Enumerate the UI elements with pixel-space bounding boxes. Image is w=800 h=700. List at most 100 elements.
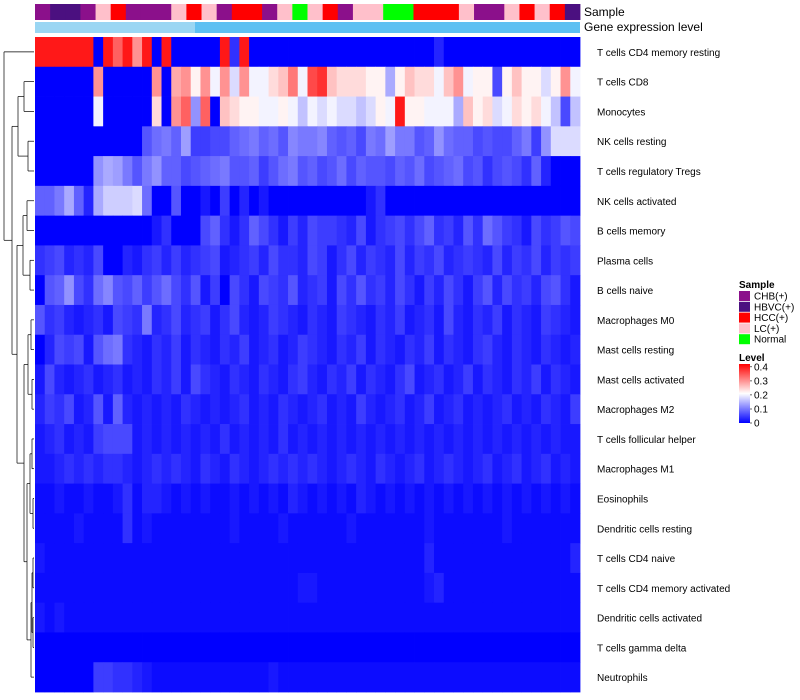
heatmap-cell (180, 304, 192, 336)
heatmap-cell (424, 364, 435, 395)
heatmap-cell (278, 215, 289, 246)
heatmap-cell (385, 156, 396, 187)
heatmap-cell (249, 275, 260, 306)
heatmap-cell (502, 156, 513, 187)
sample-annotation-cell (277, 4, 293, 20)
heatmap-cell (434, 424, 445, 455)
heatmap-cell (492, 483, 503, 514)
heatmap-cell (560, 424, 571, 455)
heatmap-cell (502, 275, 513, 306)
heatmap-cell (443, 126, 454, 157)
heatmap-cell (258, 513, 269, 544)
heatmap-cell (560, 513, 571, 544)
heatmap-cell (346, 156, 357, 187)
heatmap-cell (64, 394, 75, 425)
heatmap-cell (395, 394, 406, 425)
heatmap-cell (492, 334, 503, 365)
heatmap-cell (103, 483, 114, 514)
heatmap-cell (463, 453, 474, 484)
heatmap-cell (83, 275, 94, 306)
heatmap-cell (550, 483, 561, 514)
heatmap-cell (190, 304, 201, 336)
sample-annotation-cell (383, 4, 399, 20)
heatmap-cell (44, 572, 55, 604)
heatmap-cell (434, 215, 445, 246)
heatmap-cell (54, 96, 65, 127)
heatmap-cell (531, 304, 542, 336)
heatmap-cell (404, 215, 415, 246)
heatmap-cell (326, 632, 338, 663)
heatmap-cell (142, 453, 153, 484)
sample-annotation-cell (140, 4, 157, 20)
row-label: T cells follicular helper (597, 435, 696, 446)
heatmap-cell (336, 37, 347, 68)
heatmap-cell (122, 245, 133, 276)
heatmap-cell (521, 66, 532, 97)
heatmap-cell (122, 424, 133, 455)
heatmap-cell (161, 126, 172, 157)
level-legend-tick-label: 0.4 (754, 362, 768, 373)
heatmap-cell (44, 602, 55, 633)
heatmap-cell (356, 215, 367, 246)
heatmap-cell (151, 602, 162, 633)
heatmap-cell (122, 394, 133, 425)
heatmap-cell (278, 156, 289, 187)
heatmap-cell (443, 662, 454, 693)
heatmap-cell (346, 424, 357, 455)
heatmap-cell (511, 453, 523, 484)
heatmap-cell (395, 275, 406, 306)
heatmap-cell (210, 662, 221, 693)
gene-level-annotation-cell (195, 22, 580, 33)
heatmap-cell (122, 96, 133, 127)
heatmap-cell (434, 96, 445, 127)
heatmap-cell (151, 632, 162, 663)
heatmap-cell (122, 364, 133, 395)
heatmap-cell (346, 364, 357, 395)
heatmap-cell (511, 483, 523, 514)
heatmap-cell (307, 66, 318, 97)
row-label: NK cells resting (597, 137, 666, 148)
heatmap-cell (521, 37, 532, 68)
heatmap-cell (414, 483, 425, 514)
heatmap-cell (511, 543, 523, 574)
heatmap-cell (414, 334, 425, 365)
heatmap-cell (531, 483, 542, 514)
heatmap-cell (336, 602, 347, 633)
heatmap-cell (268, 126, 279, 157)
heatmap-cell (385, 364, 396, 395)
heatmap-cell (151, 245, 162, 276)
heatmap-cell (122, 572, 133, 604)
heatmap-cell (375, 66, 386, 97)
heatmap-cell (288, 126, 299, 157)
heatmap-cell (511, 334, 523, 365)
heatmap-cell (44, 364, 55, 395)
sample-legend-label: HCC(+) (754, 313, 788, 324)
heatmap-cell (434, 156, 445, 187)
heatmap-cell (385, 334, 396, 365)
sample-annotation-cell (307, 4, 324, 20)
heatmap-cell (482, 453, 493, 484)
heatmap-cell (521, 453, 532, 484)
heatmap-cell (414, 275, 425, 306)
heatmap-cell (210, 126, 221, 157)
heatmap-cell (171, 364, 182, 395)
heatmap-cell (112, 572, 123, 604)
heatmap-cell (521, 424, 532, 455)
sample-annotation-cell (246, 4, 263, 20)
heatmap-cell (326, 66, 338, 97)
heatmap-cell (132, 37, 143, 68)
sample-annotation-cell (443, 4, 460, 20)
heatmap-cell (73, 334, 85, 365)
heatmap-cell (307, 304, 318, 336)
heatmap-cell (385, 37, 396, 68)
heatmap-cell (73, 572, 85, 604)
heatmap-cell (73, 304, 85, 336)
heatmap-cell (73, 632, 85, 663)
heatmap-cell (326, 96, 338, 127)
heatmap-cell (404, 156, 415, 187)
heatmap-cell (210, 543, 221, 574)
heatmap-cell (122, 275, 133, 306)
heatmap-cell (54, 572, 65, 604)
heatmap-cell (375, 96, 386, 127)
heatmap-cell (346, 304, 357, 336)
